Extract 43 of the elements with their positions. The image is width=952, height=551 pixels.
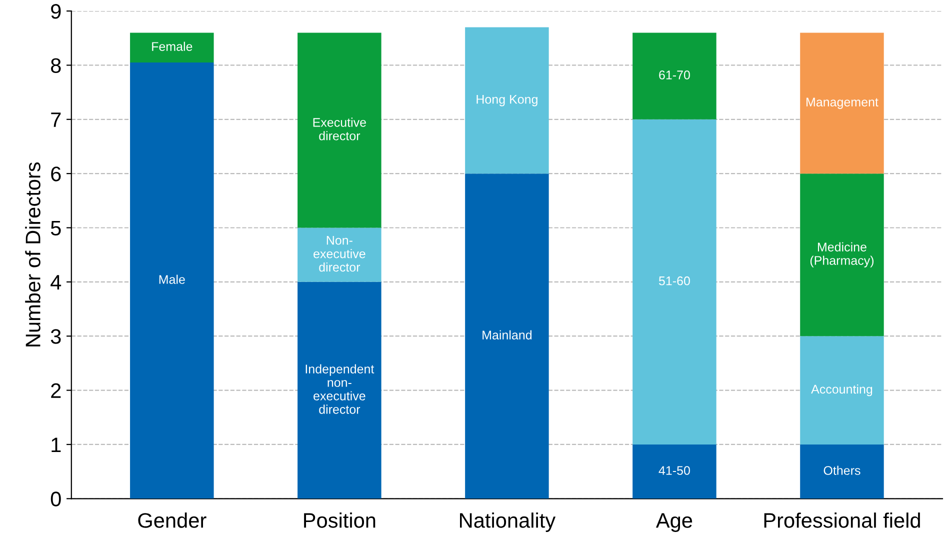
bar	[800, 174, 884, 336]
bar	[800, 32, 884, 174]
data-label: Male	[159, 274, 185, 284]
bar	[298, 228, 382, 282]
y-tick-label: 6	[51, 166, 61, 182]
bar	[130, 62, 214, 499]
data-label: Non- executive director	[314, 236, 366, 272]
data-label: Others	[824, 466, 860, 475]
data-label: 61-70	[659, 70, 690, 80]
data-label: Hong Kong	[476, 95, 538, 106]
data-label: Female	[152, 42, 192, 51]
bar	[800, 336, 884, 444]
data-label: Mainland	[482, 330, 532, 340]
bar	[298, 282, 382, 499]
y-tick-label: 3	[50, 329, 61, 344]
data-label: 51-60	[658, 276, 690, 286]
bar	[800, 444, 884, 499]
x-tick-label: Position	[304, 512, 376, 528]
y-tick-label: 9	[51, 4, 61, 19]
y-tick-label: 8	[50, 58, 61, 73]
x-tick-label: Professional field	[764, 512, 920, 528]
bar	[632, 444, 716, 499]
x-tick-label: Nationality	[460, 512, 556, 532]
data-label: Executive director	[313, 118, 366, 140]
bar	[632, 32, 716, 120]
y-tick-label: 4	[50, 275, 62, 290]
y-tick-label: 5	[50, 220, 61, 236]
bar	[298, 32, 382, 228]
data-label: Independent non- executive director	[306, 364, 374, 414]
y-tick-label: 0	[50, 492, 61, 506]
y-tick-label: 7	[51, 112, 61, 127]
data-label: 41-50	[658, 466, 690, 475]
bar	[465, 27, 549, 174]
y-axis-title: Number of Directors	[25, 162, 40, 346]
data-label: Medicine (Pharmacy)	[810, 242, 874, 268]
bar	[632, 119, 716, 444]
x-tick-label: Age	[656, 513, 692, 532]
x-tick-label: Gender	[138, 512, 206, 528]
data-label: Accounting	[811, 384, 872, 396]
y-tick-label: 1	[52, 438, 61, 452]
data-label: Management	[806, 98, 878, 109]
bar	[465, 174, 549, 499]
y-tick-label: 2	[51, 383, 61, 398]
